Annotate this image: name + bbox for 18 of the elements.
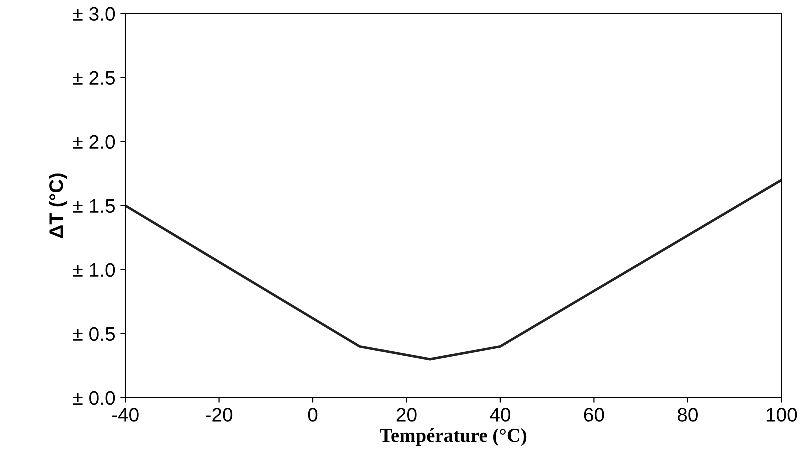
y-tick-label: ± 2.5 — [73, 71, 116, 86]
y-tick-label: ± 1.5 — [73, 200, 116, 214]
x-tick-label: 0 — [308, 408, 318, 422]
x-tick-label: -20 — [206, 408, 233, 422]
x-axis-title: Température (°C) — [380, 428, 527, 446]
y-tick-label: ± 1.0 — [73, 263, 116, 278]
x-tick-label: 60 — [584, 408, 604, 422]
y-tick-label: ± 3.0 — [73, 7, 116, 22]
y-tick-label: ± 2.0 — [73, 135, 116, 150]
x-tick-label: 40 — [490, 408, 511, 422]
x-tick-label: -40 — [112, 408, 139, 422]
y-tick-label: ± 0.0 — [73, 391, 116, 406]
x-tick-label: 20 — [396, 408, 417, 422]
x-tick-label: 80 — [678, 408, 698, 422]
line-series — [126, 178, 782, 361]
y-tick-label: ± 0.5 — [73, 327, 116, 342]
x-tick-label: 100 — [766, 408, 798, 422]
y-axis-title: ΔT (°C) — [49, 174, 68, 238]
